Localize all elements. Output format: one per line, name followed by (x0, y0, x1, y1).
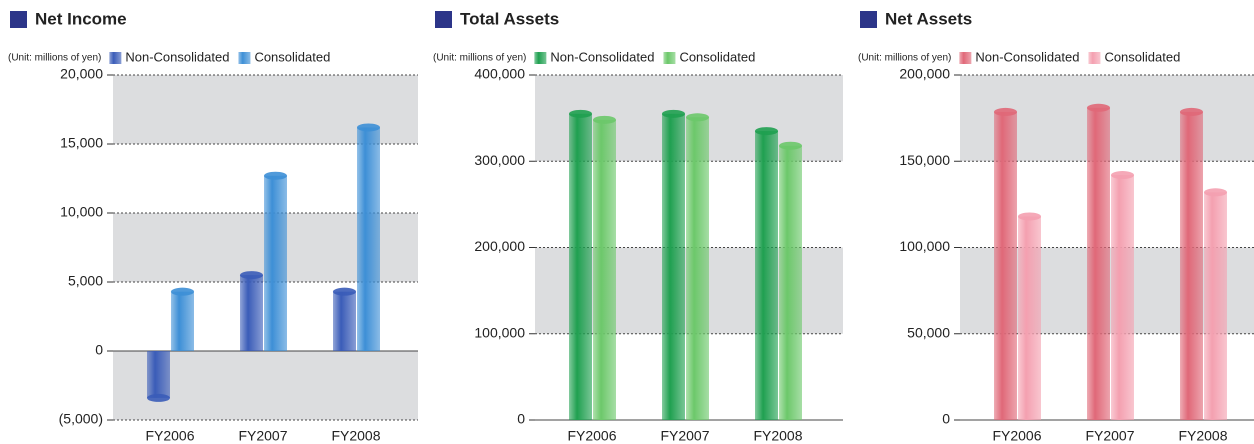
y-tick-label: 100,000 (474, 324, 525, 340)
bar (1180, 111, 1203, 420)
legend-swatch (959, 52, 972, 64)
bar-cap (1018, 212, 1041, 221)
bar-cap (593, 115, 616, 124)
bar-cap (779, 141, 802, 150)
bar (662, 113, 685, 420)
title-square (10, 11, 27, 28)
legend-label: Consolidated (679, 49, 755, 64)
bar (1111, 175, 1134, 420)
bar (593, 119, 616, 420)
legend-label: Non-Consolidated (550, 49, 654, 64)
bar (357, 127, 380, 351)
legend-swatch (663, 52, 676, 64)
y-tick-label: 5,000 (68, 273, 103, 289)
bar-cap (662, 109, 685, 118)
bar (264, 175, 287, 351)
y-tick-label: 0 (942, 411, 950, 427)
unit-label: (Unit: millions of yen) (858, 53, 951, 64)
x-tick-label: FY2007 (660, 428, 709, 444)
chart-title: Net Income (35, 9, 127, 28)
y-tick-label: 200,000 (474, 238, 525, 254)
y-tick-label: 15,000 (60, 135, 103, 151)
y-tick-label: 300,000 (474, 152, 525, 168)
x-tick-label: FY2008 (1178, 428, 1227, 444)
bar-cap (1087, 103, 1110, 112)
unit-label: (Unit: millions of yen) (8, 53, 101, 64)
y-tick-label: 400,000 (474, 66, 525, 82)
bar (686, 117, 709, 420)
legend-label: Consolidated (1104, 49, 1180, 64)
bar-cap (755, 127, 778, 136)
bar-cap (1180, 107, 1203, 116)
bar-cap (569, 109, 592, 118)
bar-cap (686, 113, 709, 122)
legend-label: Non-Consolidated (125, 49, 229, 64)
title-square (435, 11, 452, 28)
bar (1087, 107, 1110, 421)
bar-cap (333, 287, 356, 296)
x-tick-label: FY2008 (753, 428, 802, 444)
bar (333, 291, 356, 351)
y-tick-label: 200,000 (899, 66, 950, 82)
legend-swatch (1088, 52, 1101, 64)
y-tick-label: 150,000 (899, 152, 950, 168)
legend-swatch (109, 52, 122, 64)
legend-label: Consolidated (254, 49, 330, 64)
bar-cap (171, 287, 194, 296)
legend-swatch (534, 52, 547, 64)
chart-title: Total Assets (460, 9, 559, 28)
legend-label: Non-Consolidated (975, 49, 1079, 64)
x-tick-label: FY2007 (238, 428, 287, 444)
y-tick-label: 100,000 (899, 238, 950, 254)
y-tick-label: 20,000 (60, 66, 103, 82)
y-tick-label: 0 (95, 342, 103, 358)
bar-cap (240, 271, 263, 280)
bar (755, 131, 778, 420)
bar (147, 351, 170, 398)
chart-title: Net Assets (885, 9, 972, 28)
bar (994, 111, 1017, 420)
bar-cap (264, 171, 287, 180)
bar (171, 291, 194, 351)
x-tick-label: FY2006 (992, 428, 1041, 444)
y-tick-label: (5,000) (59, 411, 103, 427)
y-tick-label: 0 (517, 411, 525, 427)
bar (779, 145, 802, 420)
bar (569, 113, 592, 420)
bar (240, 275, 263, 351)
x-tick-label: FY2007 (1085, 428, 1134, 444)
bar-cap (994, 107, 1017, 116)
x-tick-label: FY2006 (567, 428, 616, 444)
x-tick-label: FY2008 (331, 428, 380, 444)
y-tick-label: 10,000 (60, 204, 103, 220)
bar-cap (147, 393, 170, 402)
bar (1018, 216, 1041, 420)
title-square (860, 11, 877, 28)
unit-label: (Unit: millions of yen) (433, 53, 526, 64)
bar-cap (357, 123, 380, 132)
y-tick-label: 50,000 (907, 324, 950, 340)
bar-cap (1111, 171, 1134, 180)
bar (1204, 192, 1227, 420)
legend-swatch (238, 52, 251, 64)
x-tick-label: FY2006 (145, 428, 194, 444)
bar-cap (1204, 188, 1227, 197)
